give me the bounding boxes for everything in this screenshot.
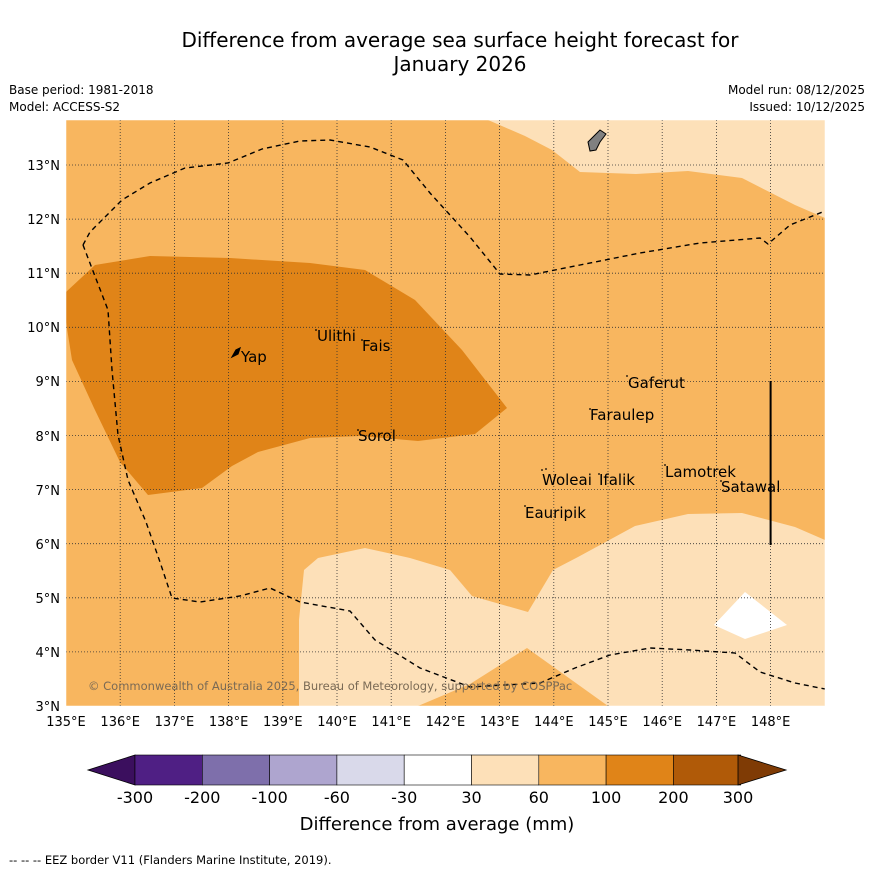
colorbar-label: Difference from average (mm) — [300, 814, 575, 835]
model-run-text: Model run: 08/12/2025 — [727, 83, 865, 97]
colorbar-tick-label: 300 — [723, 788, 754, 807]
lon-tick-label: 142°E — [426, 715, 466, 730]
colorbar-tick-label: 200 — [658, 788, 689, 807]
place-label-lamotrek: Lamotrek — [665, 463, 736, 481]
title-line-1: Difference from average sea surface heig… — [181, 28, 739, 52]
colorbar-segment — [269, 754, 338, 786]
colorbar-tick-label: -300 — [117, 788, 153, 807]
place-label-woleai: Woleai — [542, 471, 592, 489]
yap-island — [230, 346, 242, 359]
place-label-sorol: Sorol — [358, 427, 396, 445]
lat-tick-label: 13°N — [27, 159, 60, 174]
place-label-gaferut: Gaferut — [628, 374, 685, 392]
colorbar-tick-label: 100 — [591, 788, 622, 807]
lon-tick-label: 137°E — [155, 715, 195, 730]
place-label-eauripik: Eauripik — [525, 504, 586, 522]
colorbar-tick-label: -60 — [324, 788, 350, 807]
colorbar-segment — [673, 754, 742, 786]
guam-island — [587, 129, 607, 152]
colorbar-extend-high — [737, 754, 788, 786]
atoll-dots — [315, 329, 722, 507]
colorbar-tick-label: -30 — [391, 788, 417, 807]
run-info: Model run: 08/12/2025 Issued: 10/12/2025 — [728, 82, 865, 116]
title-line-2: January 2026 — [393, 52, 527, 76]
copyright-text: © Commonwealth of Australia 2025, Bureau… — [88, 679, 572, 693]
place-label-yap: Yap — [240, 348, 267, 366]
lon-tick-label: 141°E — [371, 715, 411, 730]
colorbar-segment — [538, 754, 607, 786]
lon-tick-label: 147°E — [697, 715, 737, 730]
map-plot-area: Yap Ulithi Fais Gaferut Faraulep Sorol W… — [66, 120, 825, 706]
colorbar-ticks: -300 -200 -100 -60 -30 30 60 100 200 300 — [117, 788, 753, 807]
colorbar-tick-label: 30 — [461, 788, 481, 807]
place-label-satawal: Satawal — [721, 478, 780, 496]
colorbar-segment — [471, 754, 540, 786]
lat-tick-label: 11°N — [27, 267, 60, 282]
lon-axis: 135°E 136°E 137°E 138°E 139°E 140°E 141°… — [46, 715, 790, 730]
lon-tick-label: 148°E — [751, 715, 791, 730]
place-label-fais: Fais — [362, 337, 391, 355]
base-info: Base period: 1981-2018 Model: ACCESS-S2 — [9, 82, 154, 116]
lat-tick-label: 7°N — [36, 484, 61, 499]
band-30-60-north — [488, 120, 825, 218]
lon-tick-label: 140°E — [317, 715, 357, 730]
lon-tick-label: 144°E — [534, 715, 574, 730]
lat-tick-label: 8°N — [36, 430, 61, 445]
lon-tick-label: 136°E — [100, 715, 140, 730]
colorbar-tick-label: -100 — [251, 788, 287, 807]
base-period-text: Base period: 1981-2018 — [9, 83, 154, 97]
model-text: Model: ACCESS-S2 — [9, 100, 121, 114]
chart-title: Difference from average sea surface heig… — [120, 28, 800, 76]
band-neutral-patch — [714, 592, 787, 639]
eez-footnote: -- -- -- EEZ border V11 (Flanders Marine… — [9, 853, 332, 867]
colorbar-segment — [134, 754, 203, 786]
lat-tick-label: 10°N — [27, 321, 60, 336]
colorbar-extend-low — [86, 754, 136, 786]
lat-tick-label: 12°N — [27, 213, 60, 228]
eez-border-south — [82, 244, 825, 690]
lon-tick-label: 146°E — [642, 715, 682, 730]
lat-tick-label: 4°N — [36, 646, 61, 661]
lon-tick-label: 138°E — [209, 715, 249, 730]
lon-tick-label: 143°E — [480, 715, 520, 730]
lat-tick-label: 3°N — [36, 700, 61, 715]
colorbar-segment — [336, 754, 405, 786]
place-label-ifalik: Ifalik — [599, 471, 635, 489]
lon-tick-label: 135°E — [46, 715, 86, 730]
lon-tick-label: 145°E — [588, 715, 628, 730]
plot-frame — [65, 119, 826, 707]
colorbar-segment — [202, 754, 270, 786]
lat-tick-label: 6°N — [36, 538, 61, 553]
eez-border-north — [82, 139, 825, 276]
colorbar-tick-label: 60 — [529, 788, 549, 807]
issued-text: Issued: 10/12/2025 — [749, 100, 865, 114]
colorbar — [86, 754, 788, 786]
lat-tick-label: 9°N — [36, 375, 61, 390]
colorbar-tick-label: -200 — [184, 788, 220, 807]
lat-tick-label: 5°N — [36, 592, 61, 607]
colorbar-segment — [403, 754, 472, 786]
band-30-60-south — [299, 513, 825, 706]
lat-axis: 13°N 12°N 11°N 10°N 9°N 8°N 7°N 6°N 5°N … — [27, 159, 60, 715]
colorbar-segment — [605, 754, 674, 786]
place-label-faraulep: Faraulep — [590, 406, 654, 424]
place-label-ulithi: Ulithi — [317, 327, 356, 345]
lon-tick-label: 139°E — [263, 715, 303, 730]
gridlines — [66, 120, 825, 706]
